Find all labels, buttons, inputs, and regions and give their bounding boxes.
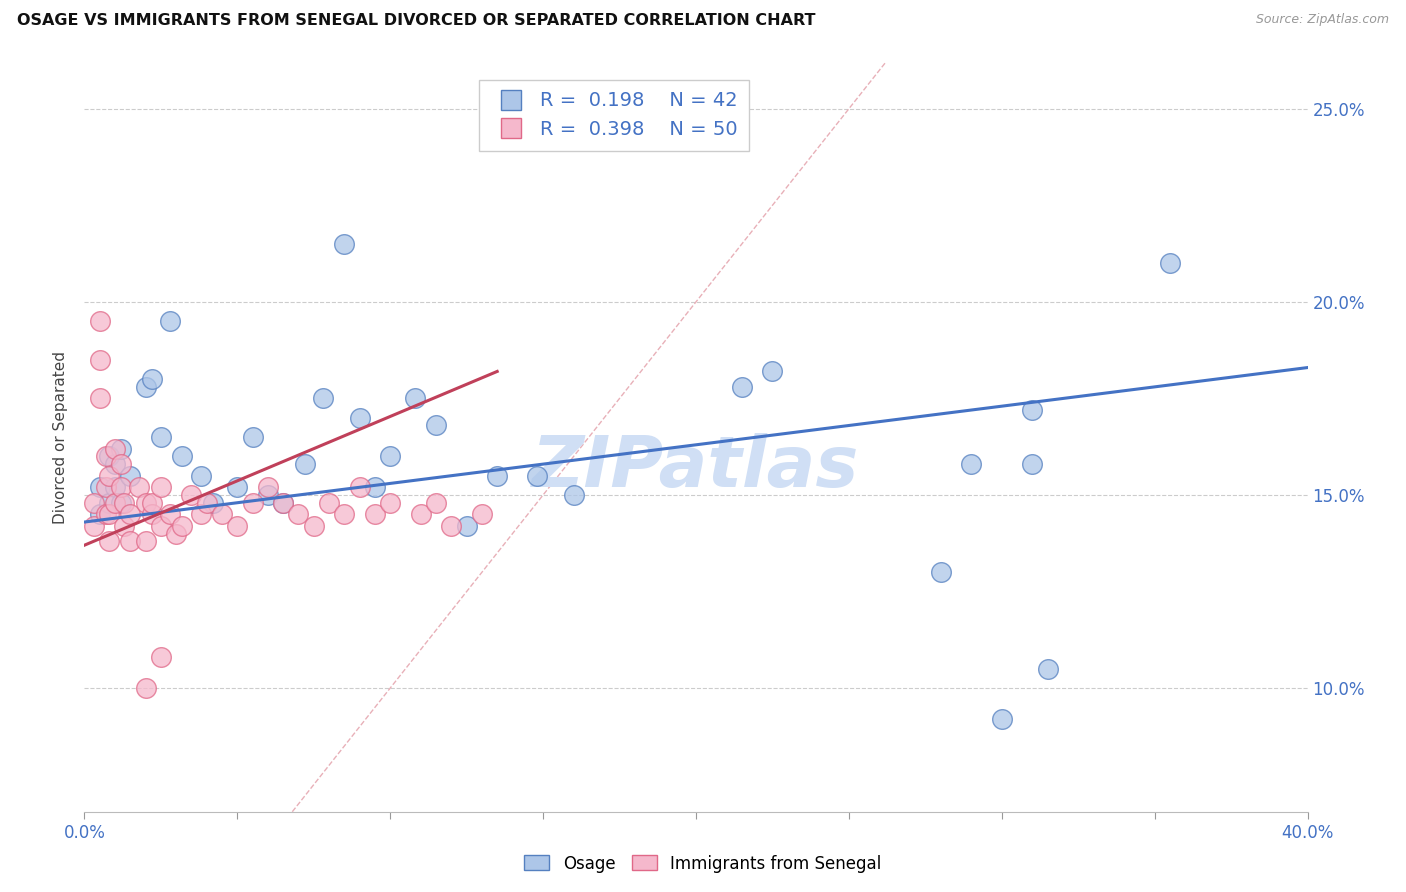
Point [110,496,132,510]
Point [120,508,142,522]
Point [104,442,127,456]
Point [190,508,212,522]
Point [110,442,132,456]
Point [159,314,181,328]
Point [380,496,402,510]
Point [242,430,264,444]
Point [89,352,111,367]
Point [180,488,202,502]
Point [409,508,432,522]
Point [89,392,111,406]
Point [425,496,447,510]
Point [149,519,172,533]
Point [471,508,494,522]
Point [271,496,294,510]
Text: Source: ZipAtlas.com: Source: ZipAtlas.com [1256,13,1389,27]
Y-axis label: Divorced or Separated: Divorced or Separated [53,351,69,524]
Point [141,508,163,522]
Point [761,364,783,378]
Point [135,681,157,695]
Point [526,468,548,483]
Point [302,519,325,533]
Point [486,468,509,483]
Point [89,480,111,494]
Point [456,519,478,533]
Point [149,480,172,494]
Point [257,480,280,494]
Point [929,566,952,580]
Point [211,508,233,522]
Point [333,237,356,252]
Point [97,450,120,464]
Point [141,372,163,386]
Point [89,314,111,328]
Point [226,519,249,533]
Point [257,488,280,502]
Point [991,712,1014,726]
Text: OSAGE VS IMMIGRANTS FROM SENEGAL DIVORCED OR SEPARATED CORRELATION CHART: OSAGE VS IMMIGRANTS FROM SENEGAL DIVORCE… [17,13,815,29]
Point [1159,256,1181,270]
Point [312,392,335,406]
Point [149,430,172,444]
Point [104,496,127,510]
Point [1021,403,1043,417]
Point [333,508,356,522]
Point [110,480,132,494]
Point [135,496,157,510]
Point [242,496,264,510]
Point [294,457,316,471]
Point [89,508,111,522]
Point [165,526,187,541]
Point [94,450,117,464]
Point [271,496,294,510]
Point [172,519,194,533]
Point [404,392,426,406]
Point [94,508,117,522]
Point [349,410,371,425]
Text: ZIPatlas: ZIPatlas [533,433,859,501]
Point [159,508,181,522]
Point [112,496,135,510]
Point [190,468,212,483]
Point [1036,662,1059,676]
Point [97,534,120,549]
Point [112,519,135,533]
Point [128,480,150,494]
Point [287,508,309,522]
Point [149,650,172,665]
Point [120,468,142,483]
Legend: R =  0.198    N = 42, R =  0.398    N = 50: R = 0.198 N = 42, R = 0.398 N = 50 [479,79,749,151]
Point [349,480,371,494]
Point [141,496,163,510]
Point [195,496,218,510]
Point [201,496,224,510]
Point [97,508,120,522]
Point [120,534,142,549]
Point [960,457,983,471]
Point [425,418,447,433]
Point [135,534,157,549]
Point [364,480,387,494]
Point [135,380,157,394]
Point [562,488,585,502]
Point [318,496,340,510]
Point [94,480,117,494]
Point [440,519,463,533]
Point [97,468,120,483]
Legend: Osage, Immigrants from Senegal: Osage, Immigrants from Senegal [517,848,889,880]
Point [83,496,105,510]
Point [380,450,402,464]
Point [364,508,387,522]
Point [172,450,194,464]
Point [110,457,132,471]
Point [104,457,127,471]
Point [1021,457,1043,471]
Point [83,519,105,533]
Point [731,380,754,394]
Point [226,480,249,494]
Point [104,480,127,494]
Point [97,496,120,510]
